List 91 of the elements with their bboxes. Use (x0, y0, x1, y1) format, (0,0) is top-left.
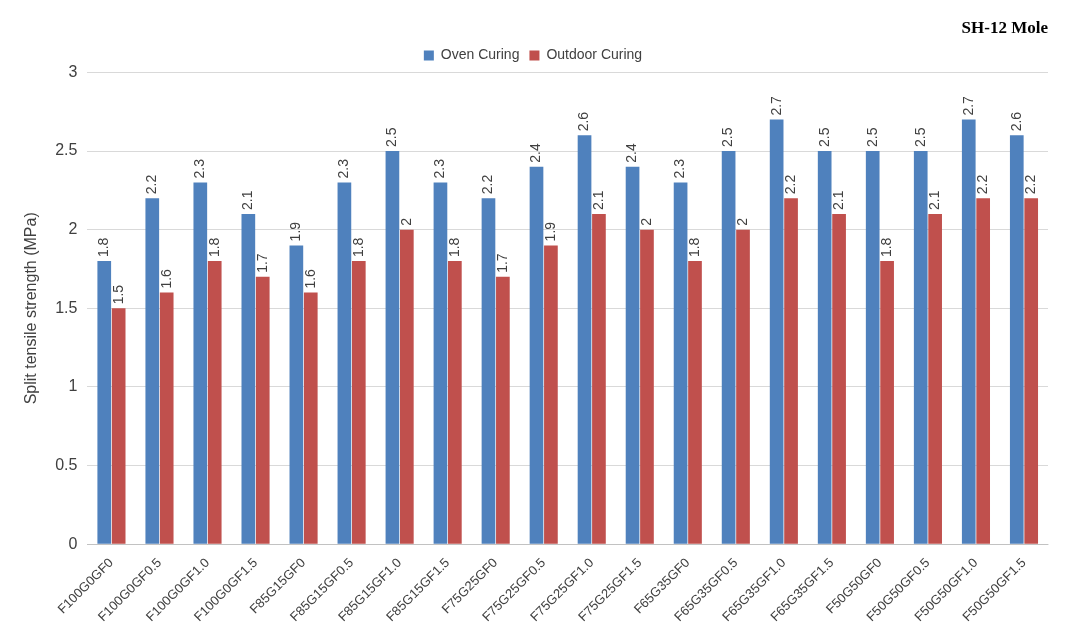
data-label: 1.6 (301, 268, 318, 289)
y-axis-title: Split tensile strength (MPa) (22, 212, 40, 405)
data-label: 2.1 (829, 190, 846, 210)
bar (255, 276, 270, 544)
bar (159, 292, 174, 544)
bar (577, 135, 592, 544)
bar (592, 213, 606, 544)
data-label: 2.7 (767, 95, 784, 116)
data-label: 2.3 (335, 158, 352, 179)
data-label: 2.1 (925, 190, 942, 210)
bar (399, 229, 414, 544)
chart-title: SH-12 Mole (961, 17, 1049, 37)
data-label: 2.3 (191, 158, 208, 179)
data-label: 2.1 (239, 190, 256, 210)
bar (207, 261, 222, 544)
bar (832, 213, 846, 544)
data-label: 1.9 (287, 221, 304, 242)
bar (303, 292, 318, 544)
data-label: 2.5 (863, 127, 880, 148)
bar (337, 182, 352, 544)
bar (97, 261, 112, 544)
legend-label: Outdoor Curing (546, 46, 643, 63)
data-label: 2.5 (719, 127, 736, 148)
data-label: 2 (637, 217, 654, 226)
data-label: 2.5 (911, 127, 928, 148)
bar (193, 182, 208, 544)
y-tick-label: 2.5 (55, 141, 78, 159)
y-tick-label: 1.5 (55, 298, 78, 316)
y-tick-label: 2 (68, 220, 78, 238)
data-label: 2 (397, 217, 414, 226)
bar (289, 245, 304, 544)
bar (241, 213, 256, 544)
bar (721, 151, 736, 544)
data-label: 1.7 (253, 253, 270, 273)
bar (351, 261, 366, 544)
data-label: 1.8 (445, 237, 462, 258)
data-label: 1.9 (541, 221, 558, 242)
data-label: 2.3 (431, 158, 448, 179)
bar (1024, 198, 1039, 544)
bar (913, 151, 928, 544)
data-label: 1.8 (349, 237, 366, 258)
data-label: 2.6 (1007, 111, 1024, 132)
bar (544, 245, 558, 544)
data-label: 2.3 (671, 158, 688, 179)
bar (496, 276, 510, 544)
data-label: 1.8 (877, 237, 894, 258)
bar (688, 261, 702, 544)
bar (961, 119, 976, 544)
bar (769, 119, 784, 544)
bar (625, 166, 640, 544)
data-label: 2.6 (575, 111, 592, 132)
bar (529, 166, 544, 544)
bar (817, 151, 832, 544)
bar (928, 213, 942, 544)
data-label: 1.8 (685, 237, 702, 258)
data-label: 2.2 (143, 174, 160, 195)
data-label: 2.4 (527, 143, 544, 163)
y-tick-label: 0 (68, 534, 78, 552)
y-tick-label: 0.5 (55, 455, 78, 473)
data-label: 2.2 (974, 174, 991, 195)
data-label: 1.6 (157, 268, 174, 289)
y-tick-label: 1 (68, 377, 78, 395)
bar (448, 261, 462, 544)
data-label: 1.7 (493, 253, 510, 273)
data-label: 2.4 (623, 143, 640, 163)
bar (880, 261, 894, 544)
bar (976, 198, 991, 544)
data-label: 2.5 (383, 127, 400, 148)
data-label: 2.2 (781, 174, 798, 195)
data-label: 2.7 (959, 95, 976, 116)
data-label: 1.8 (95, 237, 112, 258)
bar (640, 229, 654, 544)
bar (736, 229, 750, 544)
bar (385, 151, 400, 544)
data-label: 2 (733, 217, 750, 226)
data-label: 2.1 (589, 190, 606, 210)
bar (145, 198, 160, 544)
data-label: 2.2 (479, 174, 496, 195)
bar (111, 308, 126, 544)
bar (784, 198, 798, 544)
data-label: 2.2 (1022, 174, 1039, 195)
data-label: 2.5 (815, 127, 832, 148)
bar (673, 182, 688, 544)
bar (433, 182, 448, 544)
data-label: 1.8 (205, 237, 222, 258)
bar (865, 151, 880, 544)
bar (481, 198, 496, 544)
bar (1009, 135, 1024, 544)
data-label: 1.5 (109, 284, 126, 305)
y-tick-label: 3 (68, 62, 78, 80)
legend-label: Oven Curing (440, 46, 520, 63)
